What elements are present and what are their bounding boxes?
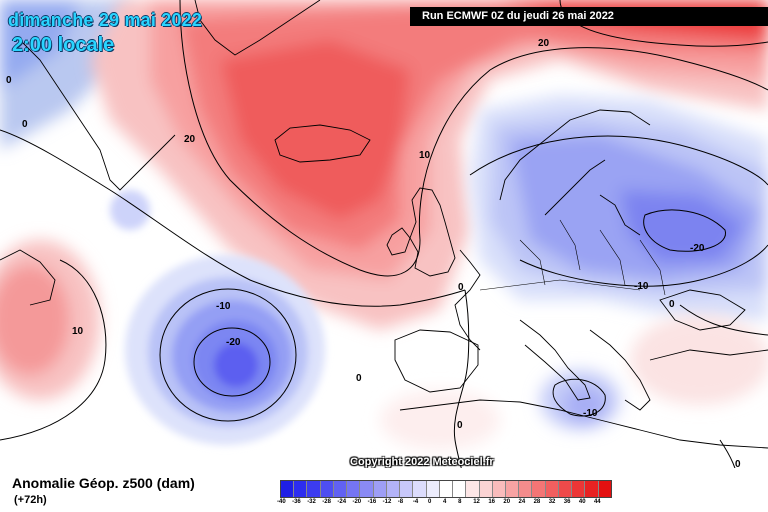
color-scale-tick-label: -20 xyxy=(352,499,362,505)
land-outlines xyxy=(0,0,768,449)
color-scale-swatch xyxy=(426,481,440,497)
color-scale-swatch xyxy=(479,481,493,497)
color-scale-swatch xyxy=(585,481,599,497)
color-scale-tick-label: 44 xyxy=(593,499,601,505)
color-scale-tick-label: -12 xyxy=(382,499,392,505)
contour-label-group: 20 20 10 0 0 10 -10 -20 0 0 -20 -10 -10 … xyxy=(6,38,741,470)
contour-label: -10 xyxy=(216,301,231,312)
color-scale-tick-label: 40 xyxy=(578,499,586,505)
color-scale-swatch xyxy=(360,481,374,497)
model-run-banner: Run ECMWF 0Z du jeudi 26 mai 2022 xyxy=(410,7,768,26)
contour-label: 20 xyxy=(538,38,550,49)
forecast-date-title: dimanche 29 mai 2022 xyxy=(8,10,203,30)
color-scale-swatch xyxy=(386,481,401,497)
cold-anomaly-atlantic-low xyxy=(110,190,325,445)
contour-label: -20 xyxy=(226,337,241,348)
color-scale-swatch xyxy=(281,481,295,497)
contour-label: -20 xyxy=(690,243,705,254)
warm-anomaly-west xyxy=(0,240,100,400)
color-scale-swatch xyxy=(492,481,506,497)
color-scale-swatch xyxy=(505,481,520,497)
color-scale-tick-label: 4 xyxy=(443,499,447,505)
color-scale-swatch xyxy=(439,481,454,497)
color-scale-bar xyxy=(280,480,612,498)
color-scale-swatch xyxy=(294,481,308,497)
color-scale-tick-label: 24 xyxy=(518,499,526,505)
color-scale-swatch xyxy=(519,481,533,497)
cold-anomaly-europe xyxy=(470,95,768,430)
contour-label: 0 xyxy=(458,282,464,293)
contour-label: 0 xyxy=(6,75,12,86)
color-scale-swatch xyxy=(333,481,348,497)
color-scale-swatch xyxy=(347,481,361,497)
contour-label: 0 xyxy=(669,299,675,310)
color-scale-tick-label: 0 xyxy=(427,499,432,505)
contour-label: 0 xyxy=(22,119,28,130)
color-scale-swatch xyxy=(558,481,573,497)
color-scale-swatch xyxy=(532,481,546,497)
color-scale-tick-label: -4 xyxy=(412,499,419,505)
color-scale-swatch xyxy=(545,481,559,497)
color-scale-tick-label: -24 xyxy=(337,499,347,505)
contour-label: 10 xyxy=(419,150,431,161)
color-scale-tick-label: 36 xyxy=(563,499,571,505)
color-scale-tick-label: -16 xyxy=(367,499,377,505)
cold-anomaly-northwest xyxy=(0,0,130,150)
map-footer: Anomalie Géop. z500 (dam) (+72h) -40 -36-… xyxy=(0,468,768,512)
contour-label: -10 xyxy=(634,281,649,292)
color-scale-tick-label: -36 xyxy=(292,499,301,505)
color-scale-ticks: -40 -36 -32 -28 -24 -20 -16 -12 -8 -4 0 4 8 12 16 20 24 2… xyxy=(277,499,612,509)
color-scale-swatch xyxy=(466,481,480,497)
color-scale-swatch xyxy=(373,481,387,497)
contour-label: -10 xyxy=(583,408,598,419)
color-scale-tick-label: -8 xyxy=(397,499,404,505)
contour-label: 20 xyxy=(184,134,196,145)
color-scale-tick-label: -32 xyxy=(307,499,316,505)
color-scale-swatch xyxy=(307,481,321,497)
warm-anomaly-south xyxy=(380,315,768,450)
color-scale-swatch xyxy=(598,481,611,497)
contour-label: 0 xyxy=(735,459,741,470)
contour-label: 0 xyxy=(356,373,362,384)
lead-time-label: (+72h) xyxy=(14,494,47,506)
color-scale-swatch xyxy=(400,481,414,497)
color-scale-tick-label: 12 xyxy=(473,499,480,505)
color-scale-swatch xyxy=(453,481,467,497)
color-scale-swatch xyxy=(320,481,334,497)
color-scale-swatch xyxy=(413,481,427,497)
color-scale-tick-label: -28 xyxy=(322,499,331,505)
contour-label: 0 xyxy=(457,420,463,431)
parameter-label: Anomalie Géop. z500 (dam) xyxy=(12,475,195,491)
color-scale-tick-label: 16 xyxy=(488,499,495,505)
color-scale-swatch xyxy=(572,481,586,497)
color-scale-tick-label: 8 xyxy=(458,499,462,505)
color-scale-tick-label: -40 xyxy=(277,499,286,505)
color-scale-tick-label: 32 xyxy=(548,499,556,505)
forecast-local-time: 2:00 locale xyxy=(12,34,115,56)
contour-label: 10 xyxy=(72,326,84,337)
color-scale-tick-label: 28 xyxy=(533,499,541,505)
copyright-text: Copyright 2022 Meteociel.fr xyxy=(350,456,494,468)
color-scale-tick-label: 20 xyxy=(503,499,511,505)
